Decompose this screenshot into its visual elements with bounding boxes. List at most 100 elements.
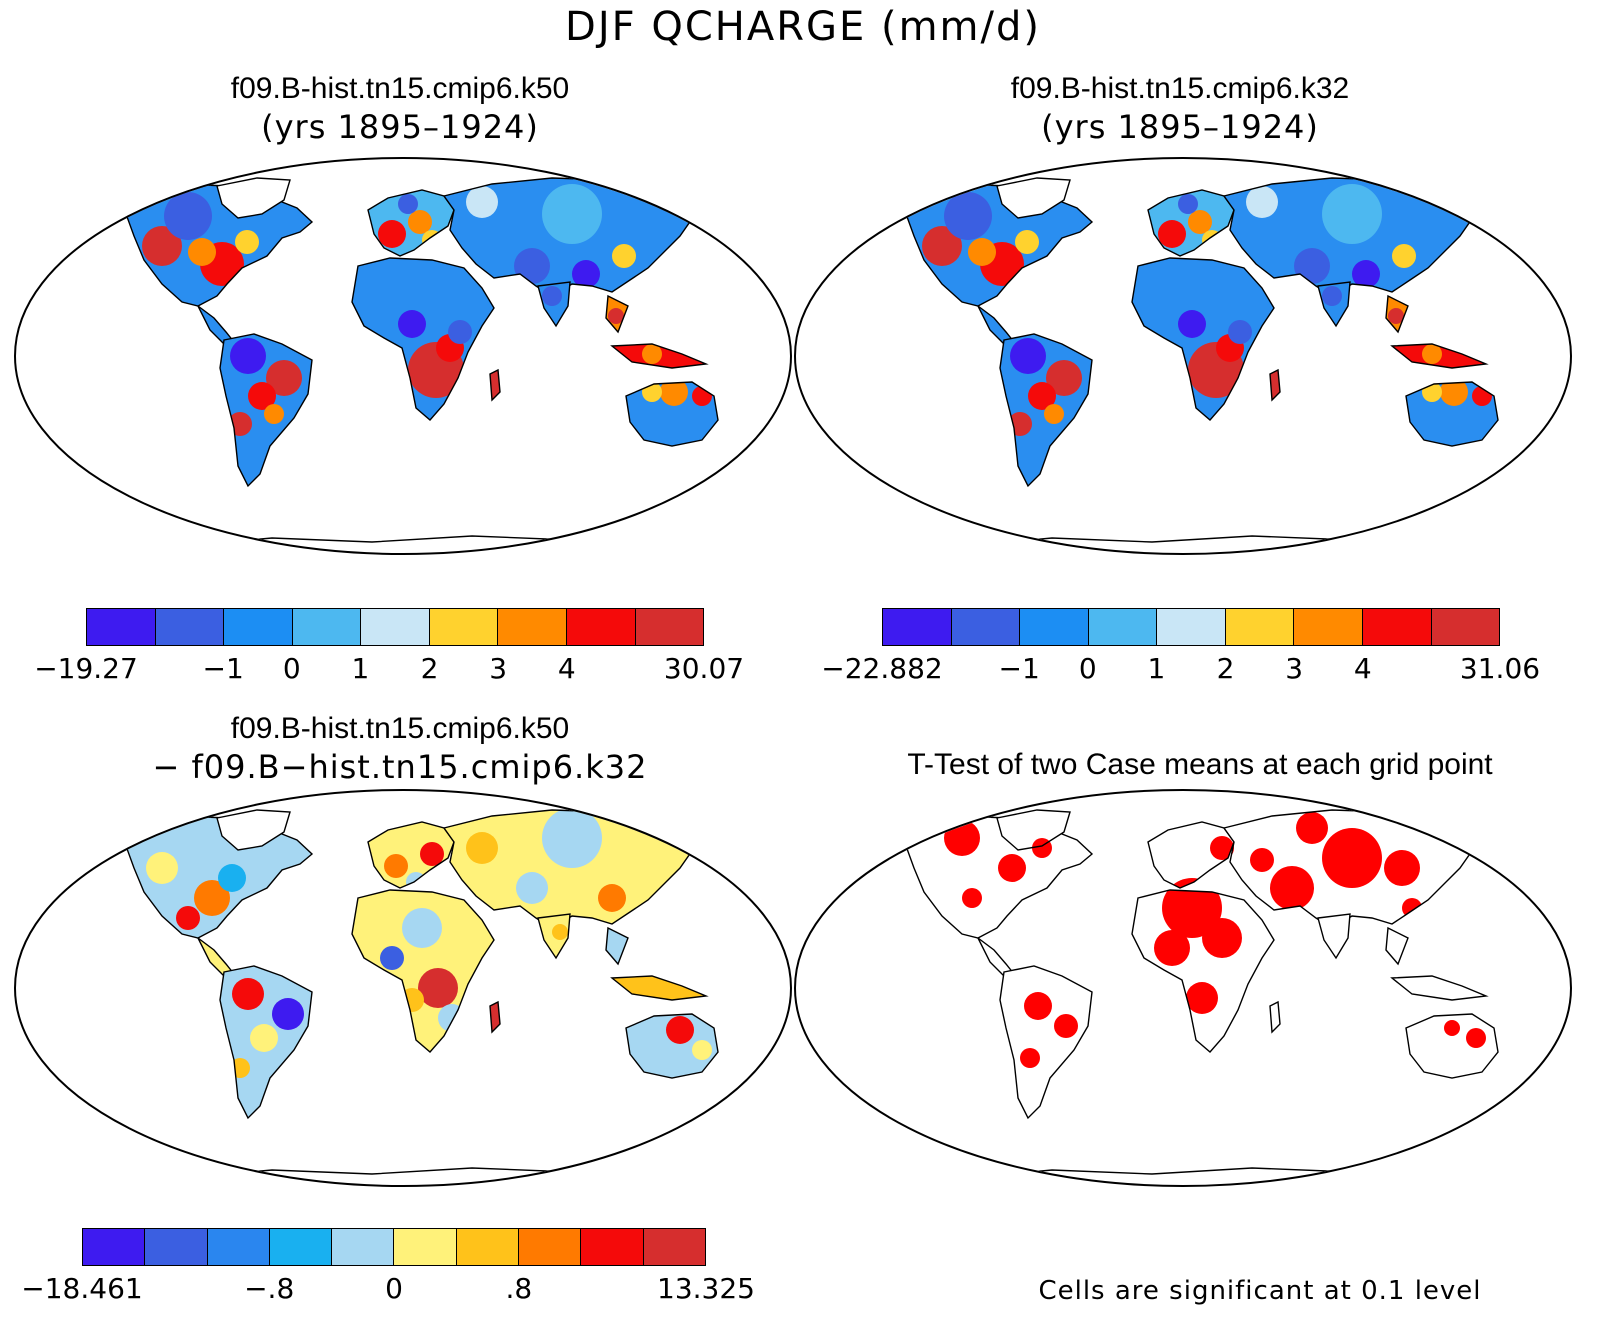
map-panel-2	[794, 157, 1572, 555]
field-patch	[1178, 194, 1198, 214]
field-patch	[188, 238, 216, 266]
colorbar-2-labels: −22.882 −1 0 1 2 3 4 31.06	[821, 652, 1540, 686]
field-patch	[142, 226, 182, 266]
field-patch	[1046, 360, 1082, 396]
coastline-samerica	[219, 965, 313, 1120]
coastline-madagascar	[489, 368, 501, 402]
coastline-africa	[351, 889, 495, 1053]
colorbar-1-tick-label: 2	[420, 652, 439, 685]
field-patch	[176, 906, 200, 930]
significant-area	[1210, 836, 1234, 860]
field-patch	[660, 382, 688, 406]
field-patch	[516, 872, 548, 904]
field-patch	[232, 978, 264, 1010]
colorbar-1-tick-label: −1	[202, 652, 244, 685]
significant-area	[1250, 848, 1274, 872]
field-patch	[194, 880, 230, 916]
landmass-madagascar	[490, 1002, 500, 1032]
colorbar-3-tick-label: 13.325	[657, 1272, 755, 1305]
panel-1-title: f09.B-hist.tn15.cmip6.k50 (yrs 1895–1924…	[20, 70, 780, 146]
significant-area	[1444, 1020, 1460, 1036]
colorbar-3-tick-label: 0	[385, 1272, 403, 1305]
colorbar-3-swatch	[269, 1228, 333, 1266]
panel-1-title-case: f09.B-hist.tn15.cmip6.k50	[230, 72, 570, 105]
colorbar-2-swatch	[1088, 608, 1158, 646]
field-patch	[542, 286, 562, 306]
colorbar-1-tick-label: 1	[351, 652, 370, 685]
coastline-seasia	[1385, 926, 1409, 966]
panel-3-title-case: f09.B-hist.tn15.cmip6.k50	[230, 712, 570, 745]
colorbar-1-swatch	[429, 608, 499, 646]
coastline-india	[1317, 913, 1351, 960]
colorbar-3-swatch	[581, 1228, 644, 1266]
coastline-seasia	[1385, 294, 1409, 334]
landmass-madagascar	[490, 370, 500, 400]
field-patch	[1246, 186, 1278, 218]
colorbar-1-tick-label: 0	[282, 652, 301, 685]
colorbar-2-tick-label: 2	[1216, 652, 1235, 685]
panel-4-title: T-Test of two Case means at each grid po…	[907, 748, 1493, 781]
coastline-africa	[1131, 257, 1275, 421]
panel-2-title: f09.B-hist.tn15.cmip6.k32 (yrs 1895–1924…	[800, 70, 1560, 146]
colorbar-2-tick-label: −1	[998, 652, 1040, 685]
field-patch	[692, 1040, 712, 1060]
coastline-europe	[1147, 189, 1235, 257]
field-patch	[968, 238, 996, 266]
coastline-india	[537, 913, 571, 960]
field-patch	[1388, 308, 1404, 324]
field-patch	[1178, 310, 1206, 338]
coastline-greenland	[216, 809, 291, 851]
field-patch	[398, 310, 426, 338]
field-patch	[542, 810, 602, 868]
colorbar-1-swatch	[155, 608, 225, 646]
field-patch	[384, 854, 408, 878]
colorbar-1	[86, 608, 705, 646]
field-patch	[572, 260, 600, 288]
coastline-europe	[1147, 821, 1235, 889]
figure-title: DJF QCHARGE (mm/d)	[565, 4, 1041, 50]
field-patch	[514, 248, 550, 284]
field-patch	[1028, 382, 1056, 410]
field-patch	[420, 842, 444, 866]
field-patch	[922, 226, 962, 266]
coastline-indonesia	[1390, 343, 1489, 369]
significant-area	[1024, 992, 1052, 1020]
map-panel-4	[794, 789, 1572, 1187]
coastline-samerica	[219, 333, 313, 488]
colorbar-2-swatch	[1362, 608, 1432, 646]
colorbar-2	[882, 608, 1501, 646]
field-patch	[418, 968, 458, 1008]
colorbar-3-swatch	[643, 1228, 706, 1266]
significant-area	[1202, 918, 1242, 958]
colorbar-2-swatch	[1294, 608, 1363, 646]
map-border	[794, 789, 1572, 1187]
significant-area	[998, 854, 1026, 882]
significant-area	[1322, 828, 1382, 888]
colorbar-1-tick-label: −19.27	[34, 652, 138, 685]
field-patch	[612, 244, 636, 268]
colorbar-3-labels: −18.461 −.8 0 .8 13.325	[21, 1272, 755, 1306]
landmass-australia	[1406, 1014, 1498, 1078]
coastline-madagascar	[1269, 368, 1281, 402]
colorbar-1-swatch	[86, 608, 156, 646]
map-border	[14, 789, 792, 1187]
significant-area	[1162, 890, 1222, 938]
colorbar-2-tick-label: 4	[1353, 652, 1372, 685]
field-patch	[230, 338, 266, 374]
field-patch	[1322, 184, 1382, 244]
colorbar-2-swatch	[1020, 608, 1089, 646]
colorbar-3-swatch	[394, 1228, 457, 1266]
coastline-africa	[1131, 889, 1275, 1053]
colorbar-2-swatch	[951, 608, 1021, 646]
field-patch	[1158, 220, 1186, 248]
colorbar-1-labels: −19.27 −1 0 1 2 3 4 30.07	[34, 652, 744, 686]
field-patch	[448, 320, 472, 344]
field-patch	[235, 230, 259, 254]
colorbar-2-tick-label: −22.882	[821, 652, 943, 685]
colorbar-3-swatch	[456, 1228, 520, 1266]
colorbar-3	[82, 1228, 706, 1266]
colorbar-1-tick-label: 30.07	[663, 652, 745, 685]
colorbar-1-swatch	[224, 608, 293, 646]
coastline-europe	[367, 821, 455, 889]
panel-2-title-case: f09.B-hist.tn15.cmip6.k32	[1010, 72, 1350, 105]
